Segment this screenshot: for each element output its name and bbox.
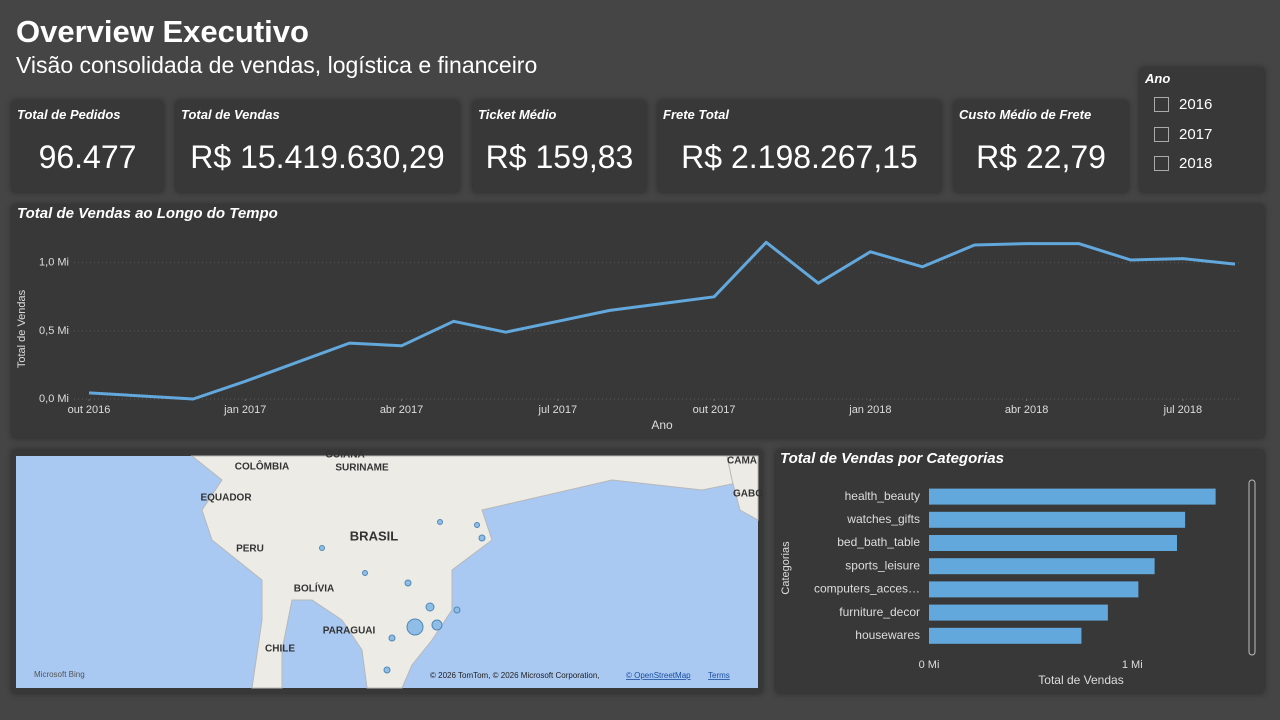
map-label: PERU [236,544,264,555]
kpi-card: Total de Vendas R$ 15.419.630,29 [176,101,459,192]
land [726,455,759,521]
kpi-label: Total de Pedidos [17,107,121,122]
x-axis-title: Total de Vendas [1038,673,1123,687]
map-logo: Microsoft Bing [34,670,85,679]
terms-link[interactable]: Terms [708,671,730,680]
slicer-item[interactable]: 2018 [1154,155,1212,172]
kpi-card: Frete Total R$ 2.198.267,15 [658,101,941,192]
slicer-label: 2016 [1179,96,1213,113]
year-slicer: Ano 2016 2017 2018 [1140,68,1264,192]
x-tick-label: jan 2018 [848,404,891,416]
kpi-card: Custo Médio de Frete R$ 22,79 [954,101,1128,192]
x-tick-label: abr 2018 [1005,404,1048,416]
map-label: GABO [733,489,762,500]
map-label: BOLÍVIA [294,582,335,595]
bar [929,535,1177,551]
kpi-value: 96.477 [38,139,137,175]
map-label: EQUADOR [200,493,252,504]
bar [929,488,1216,505]
category-label: watches_gifts [846,512,920,526]
map: COLÔMBIA SURINAME GUIANA EQUADOR PERU BR… [16,450,763,689]
y-tick-label: 0,0 Mi [39,393,69,405]
page-title: Overview Executivo [16,14,309,49]
x-tick-label: jul 2018 [1163,404,1203,416]
bar [929,511,1186,528]
x-axis-title: Ano [651,418,673,432]
y-axis-title: Categorias [780,541,792,595]
bar [929,604,1108,621]
bar-chart: Total de Vendas por Categorias Total de … [780,450,1256,687]
map-label: GUIANA [325,450,364,461]
checkbox[interactable] [1154,127,1169,142]
x-tick-label: out 2016 [68,404,111,416]
kpi-label: Frete Total [663,107,729,122]
kpi-value: R$ 22,79 [976,139,1106,175]
x-tick-label: out 2017 [693,404,736,416]
slicer-label: 2018 [1179,155,1213,172]
map-bubbles [319,519,486,674]
x-tick-label: abr 2017 [380,404,423,416]
category-label: furniture_decor [839,605,920,619]
category-label: computers_acces… [814,582,920,596]
map-label: COLÔMBIA [235,460,289,473]
x-tick-label: 0 Mi [919,659,940,671]
checkbox[interactable] [1154,156,1169,171]
kpi-value: R$ 159,83 [485,139,634,175]
chart-title: Total de Vendas ao Longo do Tempo [17,205,278,222]
kpi-card: Total de Pedidos 96.477 [12,101,163,192]
kpi-label: Total de Vendas [181,107,280,122]
line-series [88,240,1236,401]
map-label: CAMA [727,456,757,467]
slicer-item[interactable]: 2017 [1154,126,1212,143]
slicer-item[interactable]: 2016 [1154,96,1212,113]
y-tick-label: 1,0 Mi [39,257,69,269]
map-label: BRASIL [350,528,398,543]
land [190,455,753,689]
kpi-value: R$ 15.419.630,29 [190,139,445,175]
kpi-label: Ticket Médio [478,107,557,122]
y-tick-label: 0,5 Mi [39,325,69,337]
map-panel: COLÔMBIA SURINAME GUIANA EQUADOR PERU BR… [12,450,763,693]
map-label: SURINAME [335,463,389,474]
x-tick-label: 1 Mi [1122,659,1143,671]
bar [929,558,1155,575]
category-label: sports_leisure [845,558,920,572]
chart-title: Total de Vendas por Categorias [780,450,1004,467]
category-label: housewares [855,628,920,642]
line-panel: Total de Vendas ao Longo do Tempo Ano To… [12,205,1264,438]
attribution: © 2026 TomTom, © 2026 Microsoft Corporat… [430,671,730,680]
scrollbar[interactable] [1248,479,1256,656]
bar [929,627,1082,644]
checkbox[interactable] [1154,97,1169,112]
attribution-text: © 2026 TomTom, © 2026 Microsoft Corporat… [430,671,600,680]
slicer-title: Ano [1145,71,1171,86]
map-label: CHILE [265,644,295,655]
x-tick-label: jan 2017 [223,404,266,416]
y-axis-title: Total de Vendas [16,289,28,368]
kpi-value: R$ 2.198.267,15 [681,139,918,175]
osm-link[interactable]: © OpenStreetMap [626,671,691,680]
x-tick-label: jul 2017 [538,404,578,416]
page-subtitle: Visão consolidada de vendas, logística e… [16,52,538,78]
line-chart: Total de Vendas ao Longo do Tempo Ano To… [16,205,1242,432]
slicer-label: 2017 [1179,126,1213,143]
category-label: bed_bath_table [837,535,920,549]
kpi-card: Ticket Médio R$ 159,83 [473,101,646,192]
map-label: PARAGUAI [323,626,376,637]
bar-panel: Total de Vendas por Categorias Total de … [776,450,1264,693]
kpi-label: Custo Médio de Frete [959,107,1092,122]
category-label: health_beauty [845,489,920,503]
bar [929,581,1139,598]
